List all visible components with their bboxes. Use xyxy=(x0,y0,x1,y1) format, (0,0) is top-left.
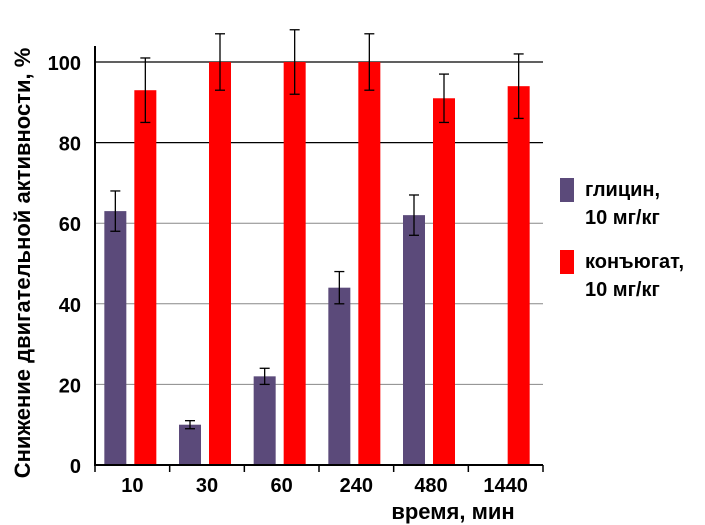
legend-swatch-glycine xyxy=(560,178,574,202)
y-tick-label: 40 xyxy=(59,295,81,317)
bar-conjugate xyxy=(209,62,231,465)
error-bar xyxy=(409,194,419,236)
error-bar xyxy=(259,367,270,386)
error-bar xyxy=(215,33,225,91)
error-bar xyxy=(439,73,449,124)
bar-glycine xyxy=(179,424,201,465)
bar-conjugate xyxy=(433,98,455,466)
x-tick-label: 480 xyxy=(414,475,447,497)
legend-swatch-conjugate xyxy=(560,250,574,274)
error-bar xyxy=(185,420,195,430)
x-tick-label: 60 xyxy=(271,475,293,497)
error-bar xyxy=(110,190,121,232)
bars xyxy=(104,62,530,466)
error-bar xyxy=(513,53,524,120)
legend: глицин, 10 мг/кг конъюгат, 10 мг/кг xyxy=(560,178,684,301)
legend-label-conjugate-line-1: конъюгат, xyxy=(585,251,684,273)
bar-conjugate xyxy=(507,86,530,466)
y-axis-label: Снижение двигательной активности, % xyxy=(10,48,35,479)
y-tick-label: 100 xyxy=(48,53,81,75)
x-axis-label: время, мин xyxy=(391,499,514,524)
error-bar xyxy=(364,33,375,91)
bar-glycine xyxy=(104,211,127,465)
y-tick-label: 20 xyxy=(59,375,81,397)
legend-label-glycine-line-2: 10 мг/кг xyxy=(585,207,660,229)
legend-label-conjugate-line-2: 10 мг/кг xyxy=(585,279,660,301)
x-tick-label: 10 xyxy=(121,475,143,497)
legend-label-glycine-line-1: глицин, xyxy=(585,179,660,201)
y-tick-label: 60 xyxy=(59,214,81,236)
x-tick-label: 30 xyxy=(196,475,218,497)
bar-glycine xyxy=(328,287,351,465)
bar-glycine xyxy=(253,376,276,465)
error-bars xyxy=(110,29,524,430)
error-bar xyxy=(289,29,300,95)
bar-conjugate xyxy=(358,62,381,465)
bar-glycine xyxy=(403,215,425,465)
y-tick-label: 0 xyxy=(70,456,81,478)
axes xyxy=(94,46,543,466)
error-bar xyxy=(140,57,151,124)
bar-conjugate xyxy=(134,90,157,466)
gridlines xyxy=(95,61,543,385)
tick-labels: 0 20 40 60 80 100 10 30 60 240 480 1440 xyxy=(48,53,544,497)
x-tick-label: 1440 xyxy=(483,475,528,497)
bar-conjugate xyxy=(283,62,306,465)
error-bar xyxy=(334,270,345,305)
x-tick-label: 240 xyxy=(340,475,373,497)
y-tick-label: 80 xyxy=(59,134,81,156)
